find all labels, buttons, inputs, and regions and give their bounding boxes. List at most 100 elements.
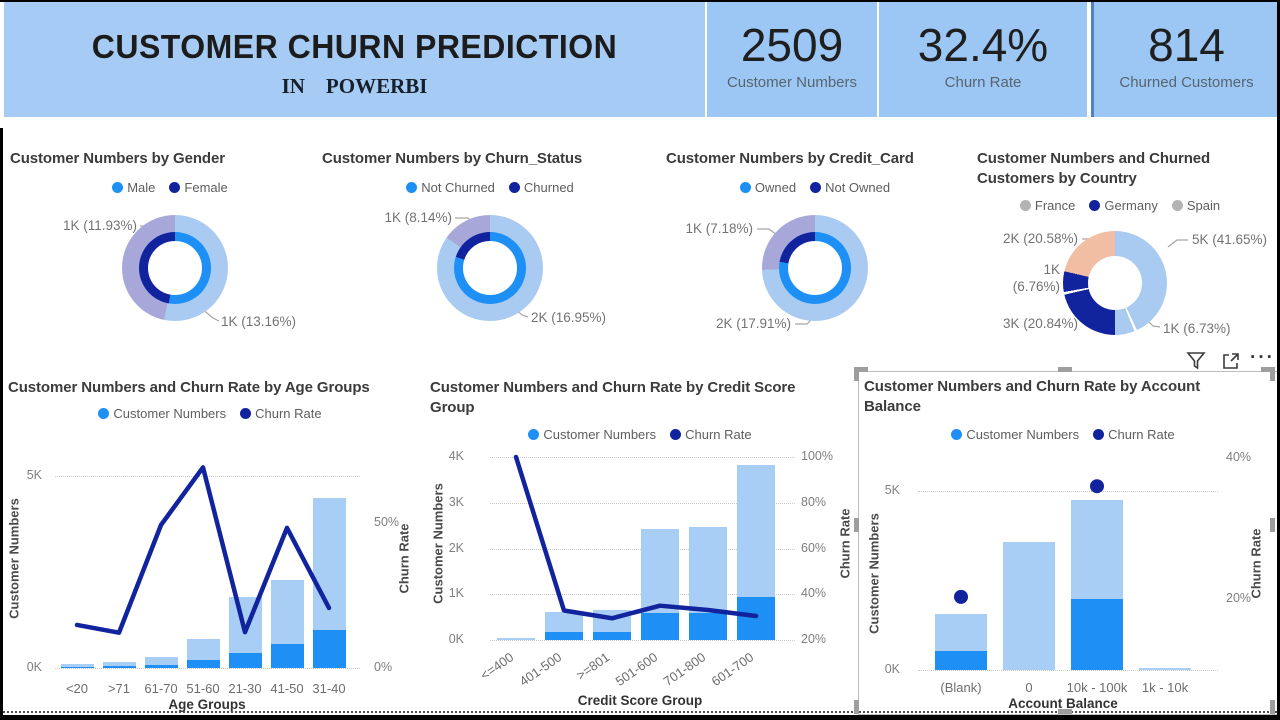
filter-icon[interactable]: [1186, 351, 1206, 371]
bar-segment-customers[interactable]: [186, 639, 220, 660]
resize-handle[interactable]: [1058, 367, 1072, 372]
data-label: 3K (20.84%): [1002, 316, 1078, 331]
bar-segment-customers[interactable]: [1139, 668, 1191, 670]
bar-segment-customers[interactable]: [228, 597, 262, 653]
legend-label: Churn Rate: [1108, 427, 1175, 442]
bar-segment-churned[interactable]: [228, 652, 262, 668]
y-axis-tick: 0K: [26, 660, 42, 674]
y-axis-tick: 40%: [1226, 450, 1252, 464]
legend-dot-icon: [1093, 429, 1105, 440]
resize-handle[interactable]: [1270, 700, 1275, 714]
legend-label: Customer Numbers: [543, 427, 657, 442]
bar-segment-churned[interactable]: [737, 596, 775, 640]
bar-segment-customers[interactable]: [497, 638, 535, 640]
legend-item[interactable]: Germany: [1089, 198, 1158, 213]
legend-item[interactable]: Spain: [1171, 198, 1220, 213]
bar-segment-customers[interactable]: [593, 610, 631, 632]
bar-segment-churned[interactable]: [60, 666, 94, 668]
legend-item[interactable]: Not Owned: [810, 180, 890, 195]
kpi-value: 814: [1148, 19, 1225, 71]
legend-item[interactable]: Churn Rate: [240, 406, 322, 421]
chart-legend: Customer Numbers Churn Rate: [455, 427, 825, 442]
kpi-value: 2509: [740, 19, 844, 71]
legend-label: Customer Numbers: [113, 406, 227, 421]
legend-item[interactable]: Not Churned: [406, 180, 495, 195]
resize-handle[interactable]: [1261, 367, 1275, 372]
bar-segment-churned[interactable]: [312, 630, 346, 668]
legend-item[interactable]: Male: [112, 180, 155, 195]
legend-item[interactable]: France: [1019, 198, 1076, 213]
more-options-icon[interactable]: ···: [1250, 347, 1275, 368]
focus-mode-icon[interactable]: [1221, 351, 1241, 371]
legend-item[interactable]: Female: [169, 180, 228, 195]
donut-chart[interactable]: [122, 215, 228, 321]
legend-item[interactable]: Churn Rate: [1093, 427, 1175, 442]
x-axis-tick: (Blank): [940, 680, 982, 695]
bar-segment-customers[interactable]: [545, 611, 583, 632]
bar-segment-churned[interactable]: [689, 612, 727, 640]
y-axis-tick: 1K: [448, 586, 464, 600]
legend-label: Churned: [523, 180, 574, 195]
resize-handle[interactable]: [1270, 367, 1275, 381]
bar-segment-customers[interactable]: [270, 580, 304, 644]
resize-handle[interactable]: [1270, 518, 1275, 532]
gridline: [55, 668, 360, 669]
x-axis-tick: 31-40: [312, 681, 346, 696]
bar-segment-customers[interactable]: [641, 529, 679, 614]
bar-segment-churned[interactable]: [186, 659, 220, 668]
y-axis-title-left: Customer Numbers: [6, 498, 22, 619]
resize-handle[interactable]: [854, 367, 859, 381]
bar-segment-churned[interactable]: [1071, 599, 1123, 670]
bar-segment-customers[interactable]: [144, 656, 178, 665]
legend-dot-icon: [508, 182, 520, 193]
legend-label: Customer Numbers: [966, 427, 1080, 442]
donut-chart[interactable]: [437, 215, 543, 321]
kpi-label: Customer Numbers: [726, 73, 858, 91]
legend-dot-icon: [1019, 200, 1031, 211]
gridline: [918, 491, 1218, 492]
frame-edge: [0, 715, 1280, 720]
bar-segment-churned[interactable]: [935, 651, 987, 670]
legend-label: Germany: [1104, 198, 1158, 213]
legend-item[interactable]: Owned: [739, 180, 796, 195]
y-axis-tick: 60%: [801, 541, 827, 555]
bar-segment-customers[interactable]: [60, 663, 94, 667]
x-axis-title: Credit Score Group: [577, 693, 703, 708]
bar-segment-churned[interactable]: [641, 613, 679, 640]
resize-handle[interactable]: [854, 367, 868, 372]
legend-item[interactable]: Customer Numbers: [951, 427, 1079, 442]
legend-label: France: [1034, 198, 1076, 213]
bar-segment-customers[interactable]: [102, 661, 136, 667]
legend-item[interactable]: Churned: [508, 180, 574, 195]
bar-segment-customers[interactable]: [737, 465, 775, 597]
kpi-card-churned-customers[interactable]: 814 Churned Customers: [1091, 2, 1279, 117]
donut-chart[interactable]: [762, 215, 868, 321]
page-boundary-dotted-line: [0, 711, 1280, 713]
legend-item[interactable]: Churn Rate: [670, 427, 752, 442]
bar-segment-churned[interactable]: [270, 643, 304, 668]
bar-segment-customers[interactable]: [1071, 499, 1123, 600]
bar-segment-churned[interactable]: [593, 631, 631, 640]
legend-item[interactable]: Customer Numbers: [98, 406, 226, 421]
legend-item[interactable]: Customer Numbers: [528, 427, 656, 442]
kpi-card-churn-rate[interactable]: 32.4% Churn Rate: [879, 2, 1087, 117]
legend-dot-icon: [1171, 200, 1183, 211]
bar-segment-customers[interactable]: [1003, 541, 1055, 670]
donut-hole: [148, 241, 202, 295]
bar-segment-customers[interactable]: [689, 526, 727, 613]
y-axis-tick: 50%: [374, 515, 400, 529]
bar-segment-customers[interactable]: [312, 498, 346, 631]
resize-handle[interactable]: [854, 518, 859, 532]
donut-chart[interactable]: [1063, 231, 1167, 335]
legend-dot-icon: [670, 429, 682, 440]
resize-handle[interactable]: [1058, 709, 1072, 714]
legend-dot-icon: [739, 182, 751, 193]
frame-edge: [1277, 0, 1280, 720]
bar-segment-churned[interactable]: [144, 664, 178, 668]
bar-segment-customers[interactable]: [935, 614, 987, 651]
kpi-card-customer-numbers[interactable]: 2509 Customer Numbers: [707, 2, 877, 117]
resize-handle[interactable]: [854, 700, 859, 714]
bar-segment-churned[interactable]: [545, 631, 583, 640]
bar-segment-churned[interactable]: [102, 666, 136, 668]
gridline: [918, 670, 1218, 671]
